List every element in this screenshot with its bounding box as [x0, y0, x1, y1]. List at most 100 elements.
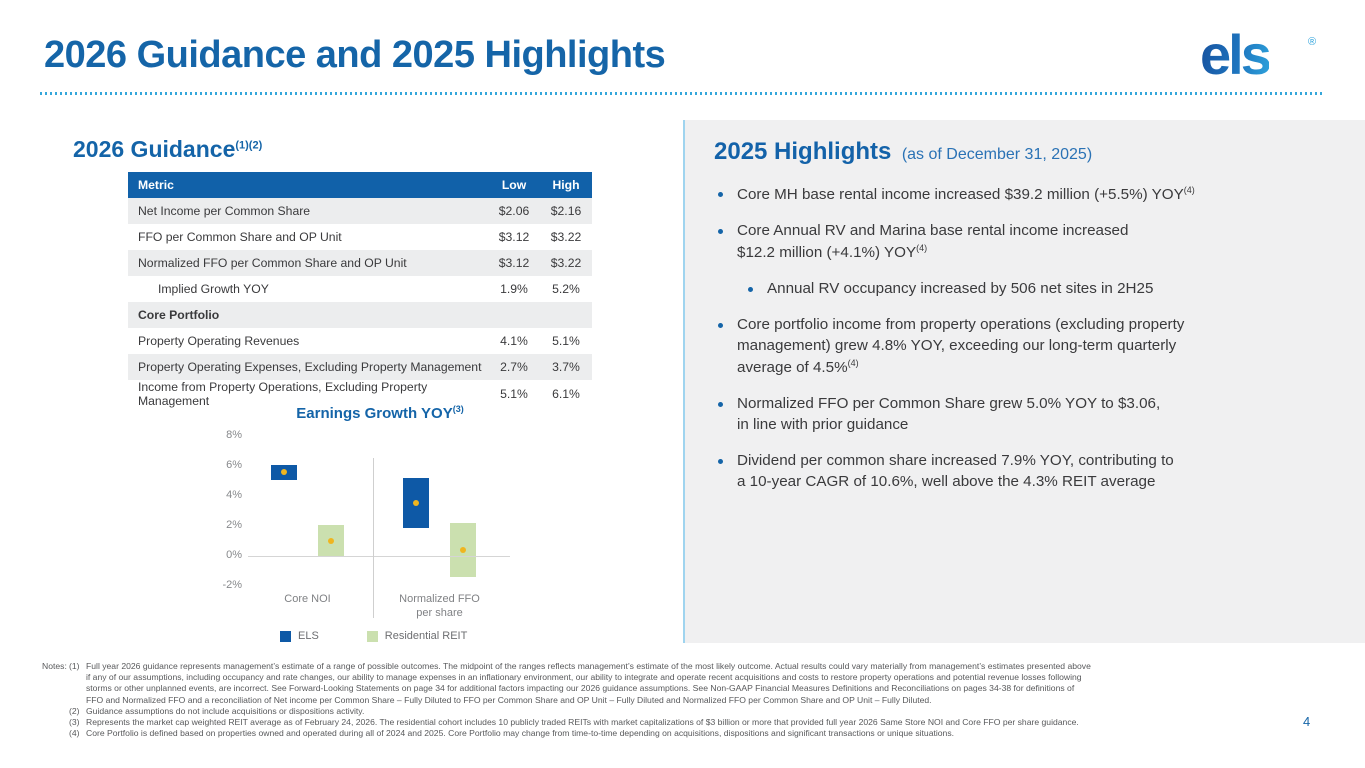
bullet-text: Core portfolio income from property oper… [737, 316, 1185, 376]
y-axis-tick-label: 2% [226, 519, 242, 531]
table-cell-low: 4.1% [500, 334, 528, 348]
table-cell-high: $2.16 [550, 204, 582, 218]
bullet-text-wrap: Core MH base rental income increased $39… [737, 184, 1195, 206]
legend-item: Residential REIT [366, 630, 468, 642]
highlights-heading: 2025 Highlights [714, 138, 892, 165]
chart-title: Earnings Growth YOY(3) [296, 404, 464, 422]
bullet-icon [718, 458, 723, 464]
note-item: (1) Full year 2026 guidance represents ma… [69, 661, 1091, 706]
bullet-text-wrap: Normalized FFO per Common Share grew 5.0… [737, 394, 1160, 436]
bullet-icon [718, 401, 723, 407]
table-cell-metric: Normalized FFO per Common Share and OP U… [138, 256, 407, 270]
bullet-text-wrap: Annual RV occupancy increased by 506 net… [767, 279, 1153, 300]
table-section-label: Core Portfolio [138, 308, 220, 322]
bullet-icon [718, 229, 723, 235]
note-number: (1) [69, 661, 80, 671]
chart-title-footnote: (3) [452, 404, 464, 414]
table-header-row: Metric Low High [128, 172, 592, 198]
notes-label: Notes: [42, 661, 67, 671]
column-header-high: High [540, 172, 592, 198]
highlight-bullet: Normalized FFO per Common Share grew 5.0… [714, 394, 1345, 436]
registered-trademark-icon: ® [1308, 36, 1317, 48]
table-cell-metric: Implied Growth YOY [158, 282, 269, 296]
midpoint-marker [281, 469, 287, 475]
bullet-footnote: (4) [1183, 185, 1195, 195]
table-cell-high: 3.7% [552, 360, 580, 374]
earnings-growth-chart: Earnings Growth YOY(3) 8% 6% 4% 2% 0% -2% Core… [210, 402, 530, 657]
note-text: Represents the market cap weighted REIT … [86, 716, 1079, 727]
bullet-text-wrap: Dividend per common share increased 7.9%… [737, 451, 1174, 493]
legend-swatch [366, 630, 378, 642]
bullet-text: Core Annual RV and Marina base rental in… [737, 222, 1129, 262]
table-row: Normalized FFO per Common Share and OP U… [128, 250, 592, 276]
y-axis-tick-label: 8% [226, 429, 242, 441]
table-cell-low: $3.12 [498, 256, 530, 270]
zero-axis-line [248, 556, 510, 557]
table-cell-low: $3.12 [498, 230, 530, 244]
midpoint-marker [413, 499, 419, 506]
highlight-bullet: Core portfolio income from property oper… [714, 315, 1345, 379]
page-title: 2026 Guidance and 2025 Highlights [44, 34, 666, 76]
table-cell-low: 2.7% [500, 360, 528, 374]
y-axis-tick-label: 0% [226, 549, 242, 561]
bullet-icon [748, 287, 753, 293]
midpoint-marker [328, 538, 334, 544]
x-axis-category-label: Normalized FFO per share [399, 593, 480, 620]
table-cell-metric: Property Operating Revenues [138, 334, 300, 348]
table-cell-high: 6.1% [552, 387, 580, 401]
dotted-divider [40, 92, 1322, 95]
highlight-bullet: Dividend per common share increased 7.9%… [714, 451, 1345, 493]
note-text: Full year 2026 guidance represents manag… [86, 661, 1091, 705]
highlights-subtitle: (as of December 31, 2025) [901, 146, 1093, 163]
table-row: Implied Growth YOY 1.9% 5.2% [128, 276, 592, 302]
highlight-bullet: Core MH base rental income increased $39… [714, 184, 1345, 206]
midpoint-marker [460, 547, 466, 553]
table-row: FFO per Common Share and OP Unit $3.12 $3.… [128, 224, 592, 250]
note-text: Core Portfolio is defined based on prope… [86, 728, 955, 739]
note-number: (2) [69, 705, 80, 716]
note-number: (4) [69, 728, 80, 739]
bullet-text-wrap: Core Annual RV and Marina base rental in… [737, 221, 1128, 264]
bullet-footnote: (4) [916, 243, 928, 253]
table-cell-low: 5.1% [500, 387, 528, 401]
bullet-icon [718, 192, 723, 197]
bullet-text-wrap: Core portfolio income from property oper… [737, 315, 1184, 379]
note-item: (4) Core Portfolio is defined based on pr… [69, 728, 1091, 739]
note-number: (3) [69, 716, 80, 727]
bullet-text: Core MH base rental income increased $39… [737, 186, 1184, 204]
x-axis-category-label: Core NOI [284, 593, 331, 605]
column-header-low: Low [488, 172, 540, 198]
guidance-table: Metric Low High Net Income per Common Sh… [128, 172, 592, 408]
table-row: Income from Property Operations, Excludi… [128, 380, 592, 408]
page-number: 4 [1303, 714, 1311, 729]
table-row: Property Operating Revenues 4.1% 5.1% [128, 328, 592, 354]
guidance-section-heading: 2026 Guidance(1)(2) [73, 136, 262, 163]
els-logo: els [1200, 23, 1272, 86]
legend-item: ELS [280, 630, 319, 642]
table-cell-low: 1.9% [500, 282, 528, 296]
table-row: Net Income per Common Share $2.06 $2.16 [128, 198, 592, 224]
table-cell-high: 5.2% [552, 282, 580, 296]
column-header-metric: Metric [128, 172, 488, 198]
highlight-bullet: Annual RV occupancy increased by 506 net… [744, 279, 1345, 300]
note-item: (3) Represents the market cap weighted RE… [69, 717, 1091, 728]
legend-label: ELS [298, 630, 319, 642]
table-cell-metric: Property Operating Expenses, Excluding P… [138, 360, 482, 374]
table-row: Property Operating Expenses, Excluding P… [128, 354, 592, 380]
bullet-text: Annual RV occupancy increased by 506 net… [767, 280, 1154, 298]
table-cell-high: $3.22 [550, 230, 582, 244]
y-axis-tick-label: 6% [226, 459, 242, 471]
y-axis-tick-label: -2% [222, 579, 242, 591]
table-cell-low: $2.06 [498, 204, 530, 218]
legend-label: Residential REIT [384, 630, 468, 642]
y-axis-tick-label: 4% [226, 489, 242, 501]
highlights-panel: 2025 Highlights (as of December 31, 2025… [683, 120, 1365, 643]
bullet-text: Normalized FFO per Common Share grew 5.0… [737, 394, 1161, 433]
footnotes: Notes: (1) Full year 2026 guidance repres… [42, 661, 1312, 739]
bullet-footnote: (4) [847, 357, 859, 368]
highlights-heading-row: 2025 Highlights (as of December 31, 2025… [714, 138, 1345, 166]
guidance-heading-text: 2026 Guidance [73, 136, 236, 162]
table-cell-high: 5.1% [552, 334, 580, 348]
table-cell-metric: FFO per Common Share and OP Unit [138, 230, 342, 244]
legend-swatch [280, 630, 291, 642]
